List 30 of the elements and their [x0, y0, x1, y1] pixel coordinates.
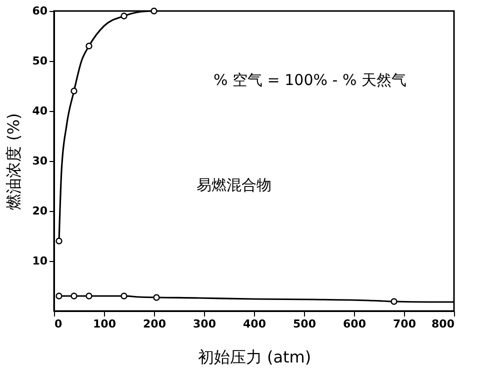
x-tick-label: 700 — [393, 318, 416, 330]
y-axis-title: 燃油浓度 (%) — [4, 113, 24, 210]
x-tick-label: 300 — [193, 318, 216, 330]
annotation: 易燃混合物 — [196, 176, 272, 194]
point — [120, 12, 128, 20]
x-tick-label: 800 — [432, 318, 455, 330]
x-axis-title: 初始压力 (atm) — [198, 348, 312, 366]
point — [86, 292, 92, 300]
point — [56, 238, 62, 244]
y-tick-label: 40 — [32, 104, 48, 118]
point — [86, 42, 92, 50]
point — [150, 8, 158, 14]
y-tick-label: 10 — [32, 254, 48, 268]
point — [70, 88, 78, 94]
x-tick-label: 0 — [54, 318, 62, 330]
point — [153, 294, 160, 301]
y-tick-label: 50 — [32, 54, 48, 68]
x-tick-label: 200 — [143, 318, 166, 330]
x-tick-label: 400 — [243, 318, 266, 330]
y-tick-label: 60 — [32, 4, 48, 18]
point — [70, 292, 78, 300]
x-tick-label: 100 — [93, 318, 116, 330]
point — [120, 292, 128, 300]
x-tick-label: 600 — [343, 318, 366, 330]
annotation: % 空气 = 100% - % 天然气 — [214, 71, 406, 89]
point — [390, 298, 398, 305]
x-tick-label: 500 — [293, 318, 316, 330]
y-tick-label: 20 — [32, 204, 48, 218]
y-tick-label: 30 — [32, 154, 48, 168]
point — [56, 292, 62, 300]
